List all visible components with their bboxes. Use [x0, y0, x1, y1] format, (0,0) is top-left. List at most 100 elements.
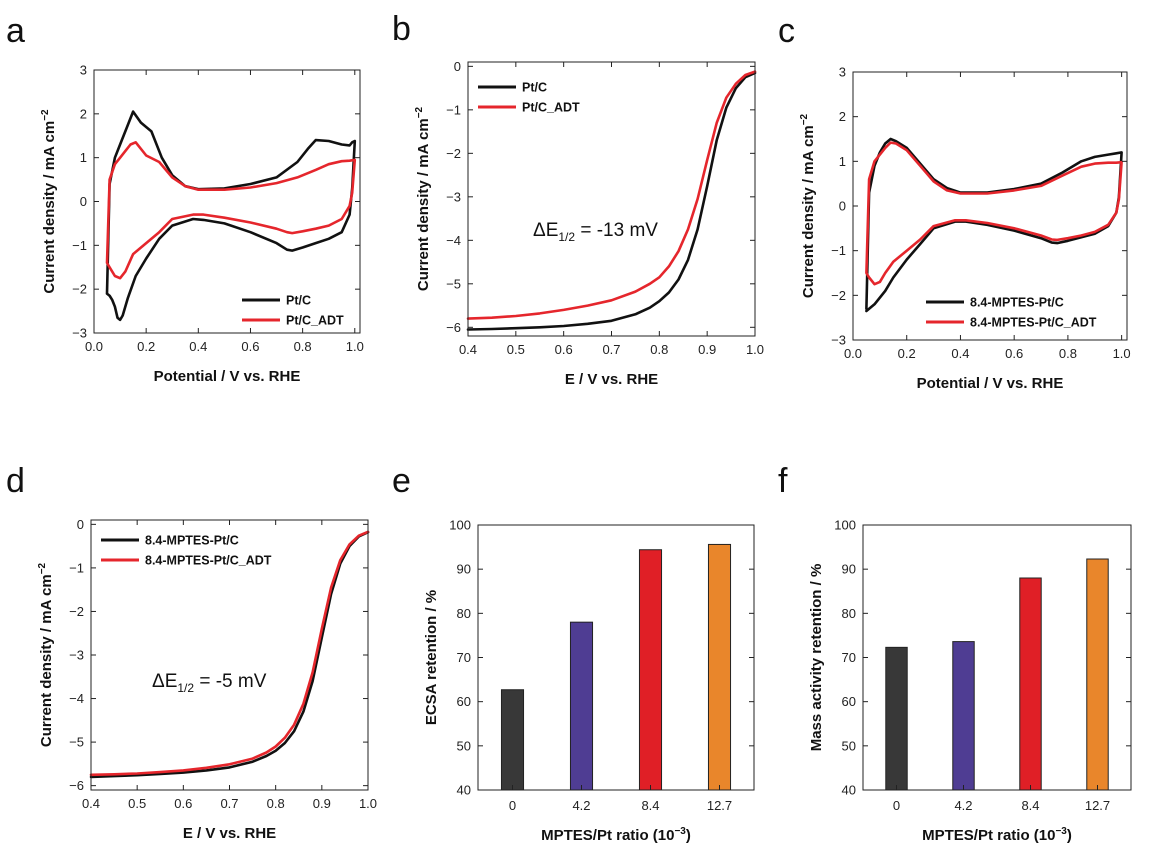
panel-letter-c: c: [778, 12, 795, 50]
panel-c-xtick-label: 0.6: [1005, 346, 1023, 361]
panel-f-ytick-label: 80: [842, 606, 856, 621]
panel-d-legend-label: 8.4-MPTES-Pt/C: [145, 534, 239, 548]
panel-c-legend-label: 8.4-MPTES-Pt/C: [970, 296, 1064, 310]
panel-f-ytick-label: 40: [842, 783, 856, 798]
panel-e-ytick-label: 50: [457, 738, 471, 753]
panel-e-ytick-label: 90: [457, 562, 471, 577]
panel-f-ytick-label: 60: [842, 694, 856, 709]
panel-e-ytick-label: 60: [457, 694, 471, 709]
panel-f-xtick-label: 8.4: [1021, 798, 1039, 813]
panel-d-series-pristine-line: [89, 530, 370, 779]
panel-a-series-pristine-line: [105, 110, 357, 322]
panel-b-ytick-label: 0: [454, 59, 461, 74]
panel-b-xtick-label: 0.5: [507, 342, 525, 357]
panel-a-xtick-label: 0.2: [137, 339, 155, 354]
panel-b-legend-label: Pt/C_ADT: [522, 101, 580, 115]
panel-a-ytick-label: 2: [80, 106, 87, 121]
panel-a-xtick-label: 0.8: [294, 339, 312, 354]
panel-f-ytick-label: 90: [842, 562, 856, 577]
panel-d-xtick-label: 0.4: [82, 796, 100, 811]
panel-e-ytick-label: 40: [457, 783, 471, 798]
panel-f-bar-4-2: [952, 641, 975, 791]
panel-f-ylabel: Mass activity retention / %: [808, 564, 825, 752]
panel-letter-d: d: [6, 462, 25, 500]
panel-e-xtick-label: 8.4: [641, 798, 659, 813]
panel-a-ytick-label: 3: [80, 63, 87, 78]
panel-b-ytick-label: −5: [446, 276, 461, 291]
panel-c-chart: 0.0 0.2 0.4 0.6 0.8 1.0 −3 −2 −1 0 1 2 3 Potential / …: [799, 65, 1131, 393]
panel-d-ytick-label: −4: [69, 691, 84, 706]
panel-b-ylabel: Current density / mA cm−2: [414, 106, 432, 291]
panel-d-ytick-label: −2: [69, 604, 84, 619]
panel-a-legend-label: Pt/C_ADT: [286, 314, 344, 328]
panel-c-xlabel: Potential / V vs. RHE: [917, 375, 1064, 392]
panel-f-bar-8-4: [1019, 577, 1042, 791]
panel-f-ytick-label: 50: [842, 738, 856, 753]
panel-f-chart: 0 4.2 8.4 12.7 40 50 60 70 80 90 100 MPTES/Pt ratio…: [808, 518, 1132, 844]
panel-c-ytick-label: 0: [839, 199, 846, 214]
panel-b-legend-label: Pt/C: [522, 81, 547, 95]
panel-e-xlabel: MPTES/Pt ratio (10−3): [541, 826, 691, 844]
panel-c-xtick-label: 1.0: [1113, 346, 1131, 361]
panel-a-xtick-label: 0.4: [189, 339, 207, 354]
panel-f-bar-0: [885, 646, 908, 791]
panel-e-bar-4-2: [569, 621, 594, 791]
panel-c-ytick-label: 2: [839, 109, 846, 124]
panel-a-ylabel: Current density / mA cm−2: [40, 109, 58, 294]
panel-a-plot-frame: [93, 69, 361, 334]
panel-b-xtick-label: 0.9: [698, 342, 716, 357]
panel-a-ytick-label: 1: [80, 150, 87, 165]
panel-f-ytick-label: 70: [842, 650, 856, 665]
panel-c-ylabel: Current density / mA cm−2: [799, 113, 817, 298]
panel-d-xtick-label: 0.7: [220, 796, 238, 811]
panel-b-xtick-label: 0.6: [555, 342, 573, 357]
panel-a-ytick-label: −2: [72, 282, 87, 297]
panel-c-xtick-label: 0.4: [951, 346, 969, 361]
panel-c-ytick-label: 1: [839, 154, 846, 169]
panel-e-chart: 0 4.2 8.4 12.7 40 50 60 70 80 90 100 MPTES/Pt ratio…: [423, 518, 755, 844]
panel-a-xlabel: Potential / V vs. RHE: [154, 368, 301, 385]
panel-b-xlabel: E / V vs. RHE: [565, 371, 658, 388]
panel-b-xtick-label: 0.7: [602, 342, 620, 357]
panel-c-series-adt-line: [865, 141, 1123, 286]
panel-e-bar-8-4: [638, 549, 663, 791]
panel-a-xtick-label: 0.6: [241, 339, 259, 354]
panel-e-xtick-label: 12.7: [707, 798, 732, 813]
panel-e-xtick-label: 4.2: [572, 798, 590, 813]
panel-letter-e: e: [392, 462, 411, 500]
panel-b-ytick-label: −2: [446, 146, 461, 161]
panel-f-xtick-label: 12.7: [1085, 798, 1110, 813]
panel-f-xtick-label: 0: [893, 798, 900, 813]
panel-b-ytick-label: −6: [446, 320, 461, 335]
panel-d-xtick-label: 1.0: [359, 796, 377, 811]
panel-b-xtick-label: 1.0: [746, 342, 764, 357]
panel-c-xtick-label: 0.8: [1059, 346, 1077, 361]
panel-d-ytick-label: −1: [69, 560, 84, 575]
panel-d-ytick-label: −6: [69, 778, 84, 793]
panel-a-series-adt-line: [105, 141, 357, 280]
panel-c-legend-label: 8.4-MPTES-Pt/C_ADT: [970, 316, 1097, 330]
panel-d-xlabel: E / V vs. RHE: [183, 825, 276, 842]
panel-b-chart: 0.4 0.5 0.6 0.7 0.8 0.9 1.0 0 −1 −2 −3 −4 −5 −6 E / V …: [414, 59, 764, 388]
panel-b-series-pristine-line: [466, 71, 757, 331]
panel-c-ytick-label: −3: [831, 333, 846, 348]
panel-letter-f: f: [778, 462, 788, 500]
panel-f-bar-12-7: [1086, 558, 1109, 791]
panel-e-bar-12-7: [707, 543, 732, 791]
panel-f-xlabel: MPTES/Pt ratio (10−3): [922, 826, 1072, 844]
panel-e-ytick-label: 100: [449, 518, 471, 533]
panel-c-ytick-label: 3: [839, 65, 846, 80]
panel-b-xtick-label: 0.8: [650, 342, 668, 357]
panel-c-xtick-label: 0.2: [898, 346, 916, 361]
panel-a-xtick-label: 0.0: [85, 339, 103, 354]
panel-d-chart: 0.4 0.5 0.6 0.7 0.8 0.9 1.0 0 −1 −2 −3 −4 −5 −6 E / V …: [37, 517, 377, 842]
panel-d-xtick-label: 0.5: [128, 796, 146, 811]
panel-b-series-adt-line: [466, 70, 757, 320]
panel-b-plot-frame: [467, 61, 756, 337]
panel-f-ytick-label: 100: [834, 518, 856, 533]
panel-d-xtick-label: 0.9: [313, 796, 331, 811]
panel-d-ylabel: Current density / mA cm−2: [37, 562, 55, 747]
panel-a-legend-label: Pt/C: [286, 294, 311, 308]
panel-d-legend-label: 8.4-MPTES-Pt/C_ADT: [145, 554, 272, 568]
